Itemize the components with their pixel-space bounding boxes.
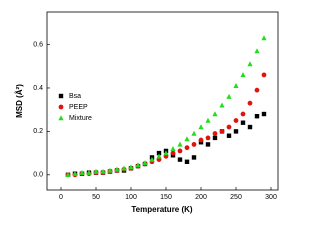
- data-point: [212, 131, 218, 136]
- data-point: [198, 124, 204, 130]
- legend-label: PEEP: [69, 104, 88, 111]
- legend-label: Bsa: [69, 93, 81, 100]
- x-tick-label: 250: [230, 194, 242, 201]
- data-point: [163, 150, 169, 156]
- data-point: [233, 118, 239, 123]
- chart: Temperature (K) MSD (Å²) 0 50 100 150 200 250…: [15, 11, 279, 214]
- data-point: [177, 141, 183, 147]
- data-point: [205, 135, 211, 141]
- legend-marker: [58, 93, 64, 99]
- data-point: [233, 129, 239, 134]
- x-axis-title: Temperature (K): [131, 205, 193, 214]
- data-point: [205, 142, 211, 147]
- data-point: [86, 169, 92, 175]
- data-point: [254, 48, 260, 54]
- data-point: [142, 160, 148, 166]
- data-point: [226, 124, 232, 130]
- data-point: [212, 111, 218, 117]
- y-tick-label: 0.0: [33, 172, 43, 179]
- data-point: [156, 150, 162, 156]
- data-point: [121, 165, 127, 171]
- data-point: [219, 102, 225, 108]
- data-point: [65, 172, 71, 178]
- x-tick-label: 300: [265, 194, 277, 201]
- data-point: [191, 130, 197, 136]
- data-point: [170, 150, 176, 156]
- y-tick-label: 0.6: [33, 41, 43, 48]
- data-point: [135, 162, 141, 168]
- y-axis-title: MSD (Å²): [15, 84, 24, 118]
- data-point: [170, 145, 176, 151]
- data-point: [177, 157, 183, 162]
- data-point: [149, 156, 155, 162]
- data-point: [261, 111, 267, 117]
- x-tick-label: 0: [59, 194, 63, 201]
- legend-label: Mixture: [69, 115, 92, 122]
- x-tick-label: 50: [92, 194, 100, 201]
- data-point: [254, 87, 260, 93]
- data-point: [233, 83, 239, 89]
- data-point: [177, 148, 183, 154]
- data-point: [198, 137, 204, 143]
- data-point: [240, 120, 246, 125]
- data-point: [240, 111, 246, 117]
- x-tick-label: 150: [160, 194, 172, 201]
- data-point: [156, 153, 162, 159]
- x-tick-label: 200: [195, 194, 207, 201]
- data-point: [212, 135, 218, 141]
- data-point: [79, 169, 85, 175]
- data-point: [184, 136, 190, 142]
- page: Temperature (K) MSD (Å²) 0 50 100 150 200 250…: [15, 11, 279, 215]
- data-point: [261, 72, 267, 78]
- data-point: [205, 117, 211, 123]
- data-point: [184, 145, 190, 151]
- x-tick-label: 100: [125, 194, 137, 201]
- data-point: [93, 168, 99, 174]
- data-point: [184, 159, 190, 164]
- data-point: [107, 167, 113, 173]
- data-point: [219, 128, 225, 134]
- legend-marker: [58, 104, 64, 110]
- data-point: [191, 142, 197, 147]
- data-point: [247, 100, 253, 106]
- data-point: [261, 35, 267, 41]
- data-point: [247, 61, 253, 67]
- legend-marker: [58, 115, 64, 121]
- data-point: [240, 72, 246, 78]
- data-point: [114, 166, 120, 172]
- data-point: [128, 164, 134, 170]
- data-point: [191, 155, 197, 160]
- data-point: [72, 170, 78, 176]
- data-point: [100, 168, 106, 174]
- plot-frame: [46, 11, 279, 191]
- data-point: [226, 93, 232, 99]
- y-tick-label: 0.2: [33, 128, 43, 135]
- data-point: [247, 124, 253, 130]
- y-tick-label: 0.4: [33, 85, 43, 92]
- data-point: [226, 133, 232, 138]
- data-point: [254, 113, 260, 119]
